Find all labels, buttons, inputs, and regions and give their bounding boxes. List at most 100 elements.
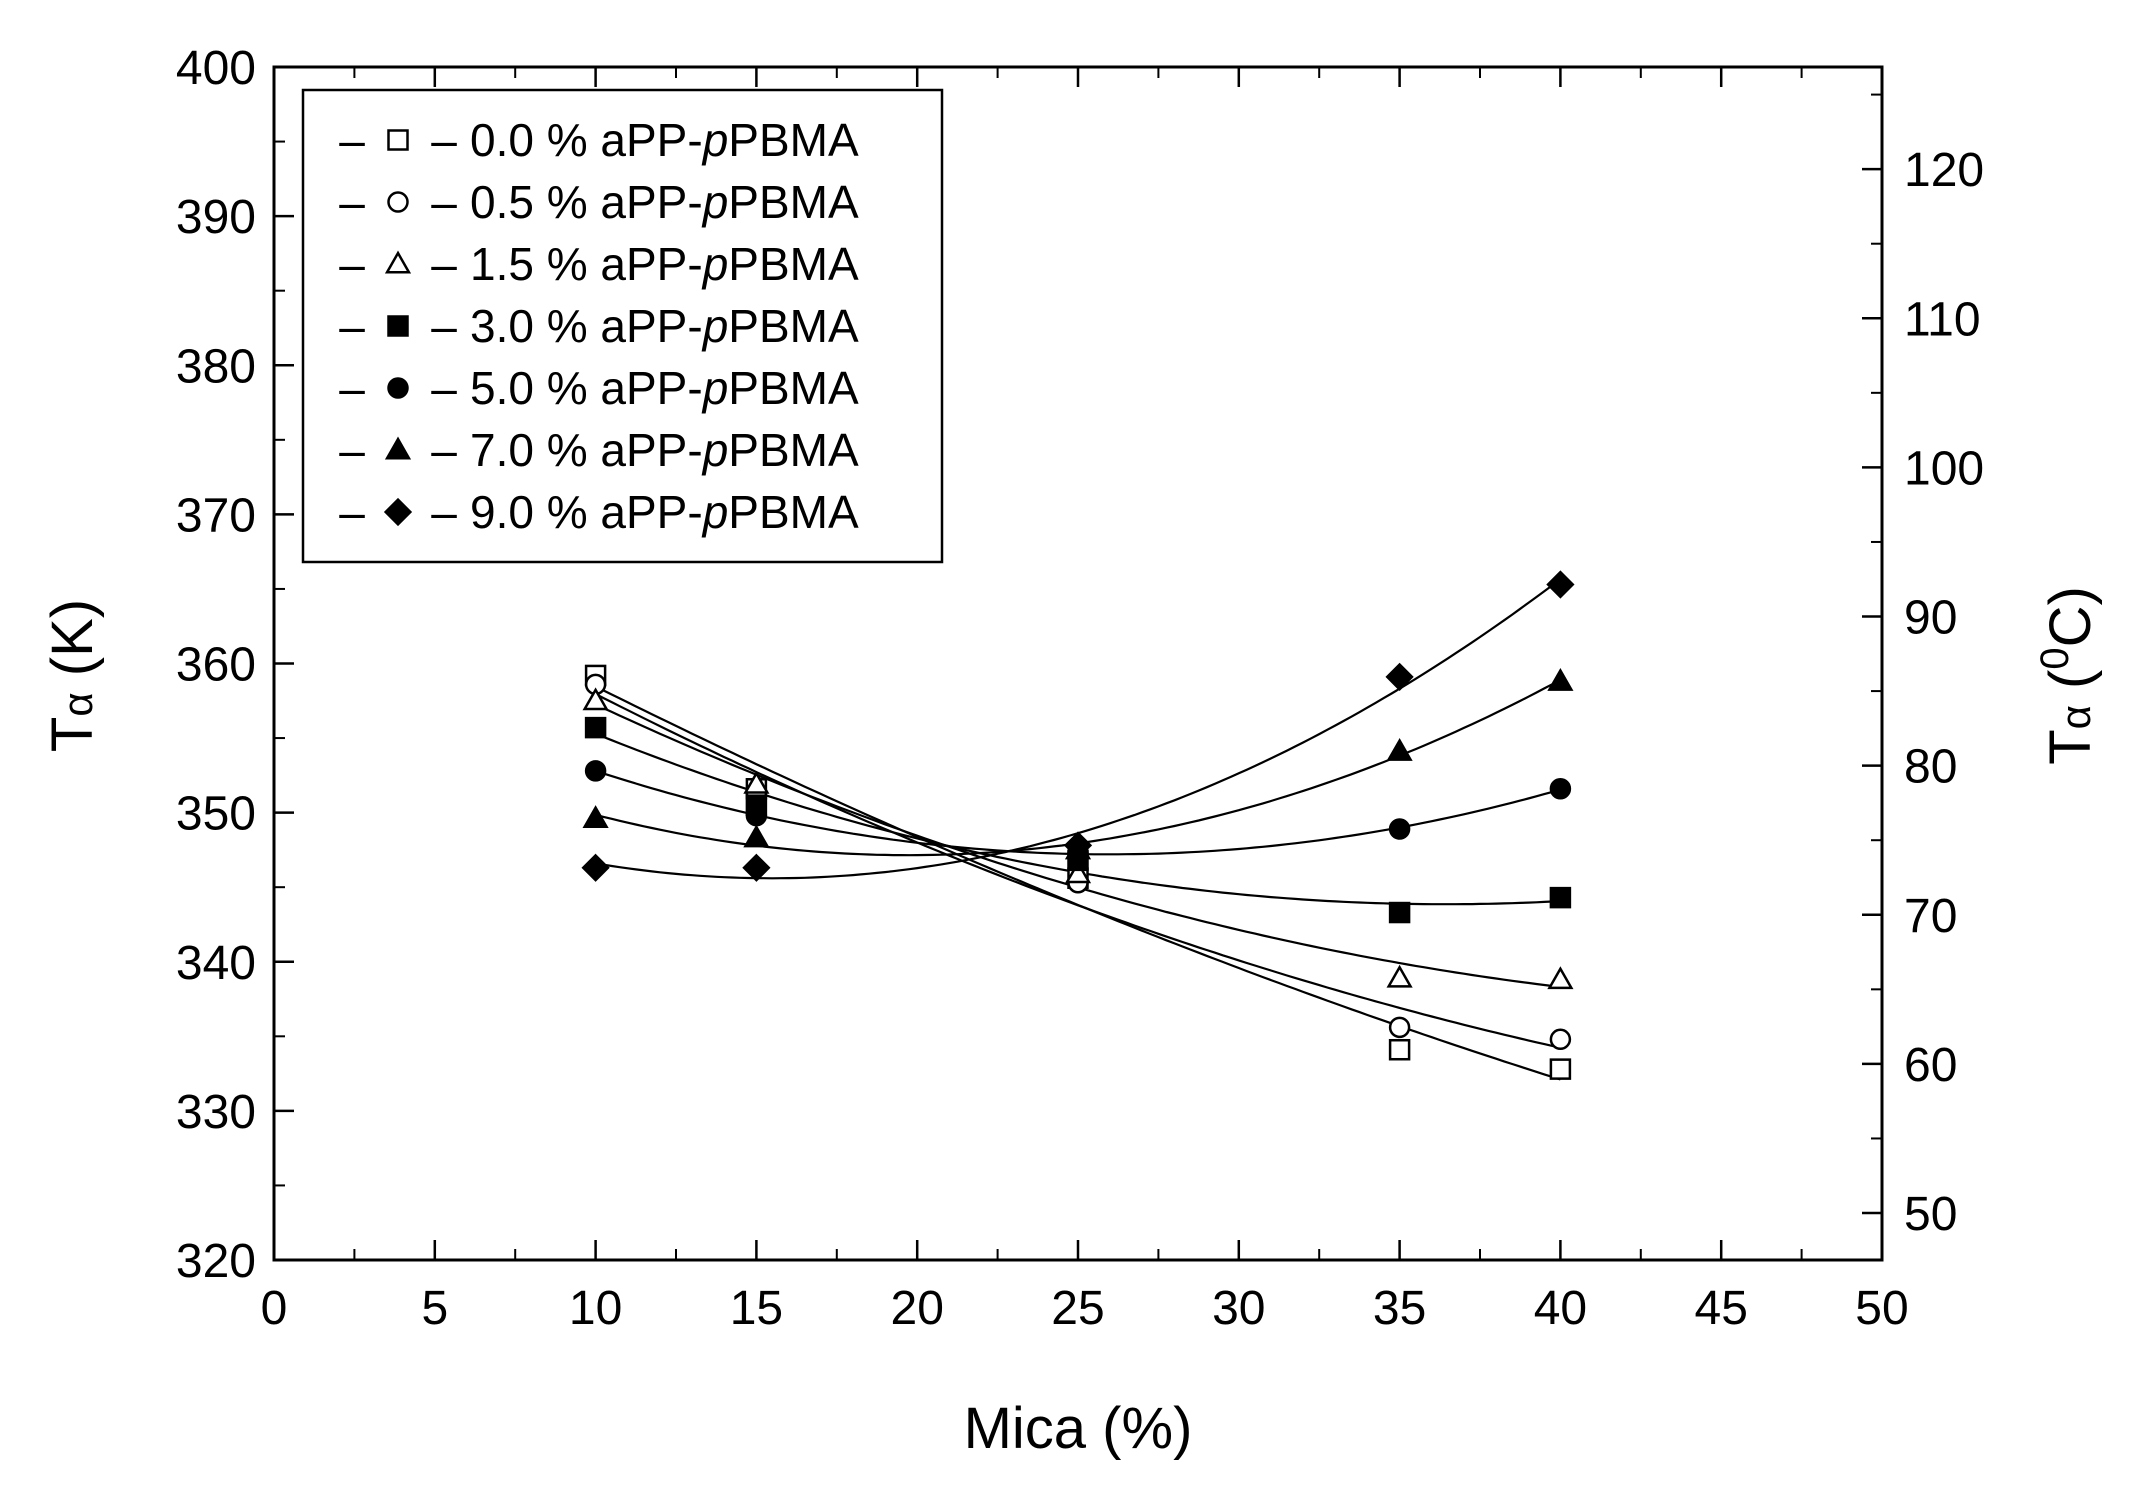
- legend-label-italic: p: [701, 114, 729, 166]
- x-tick-label: 30: [1212, 1282, 1265, 1335]
- y2-tick-label: 110: [1904, 293, 1981, 346]
- legend-label-suffix: PBMA: [728, 114, 859, 166]
- legend-entry: – –7.0 % aPP-pPBMA: [339, 424, 859, 476]
- legend-label-italic: p: [701, 362, 729, 414]
- x-tick-label: 45: [1695, 1282, 1748, 1335]
- legend-label-prefix: 1.5 % aPP-: [470, 238, 703, 290]
- legend-label-suffix: PBMA: [728, 300, 859, 352]
- data-point-series-0: [1388, 1038, 1411, 1061]
- legend-label-prefix: 0.0 % aPP-: [470, 114, 703, 166]
- legend-marker: [383, 497, 413, 527]
- legend-label: 0.5 % aPP-pPBMA: [470, 176, 859, 228]
- legend-dash-left: –: [339, 362, 365, 414]
- y2-tick-label: 60: [1904, 1039, 1957, 1092]
- legend-entry: – –0.0 % aPP-pPBMA: [339, 114, 859, 166]
- y-left-title-main: T: [40, 717, 105, 752]
- legend-label-prefix: 0.5 % aPP-: [470, 176, 703, 228]
- data-point-series-4: [584, 760, 607, 782]
- y-tick-label: 330: [176, 1086, 256, 1139]
- legend-label-prefix: 9.0 % aPP-: [470, 486, 703, 538]
- legend-dash-right: –: [431, 362, 457, 414]
- legend-label-prefix: 3.0 % aPP-: [470, 300, 703, 352]
- y-left-title-unit: (K): [40, 599, 105, 692]
- data-point-series-6: [1546, 570, 1575, 599]
- y-tick-label: 390: [176, 191, 256, 244]
- x-tick-label: 5: [421, 1282, 448, 1335]
- legend-dash-left: –: [339, 114, 365, 166]
- legend-dash-right: –: [431, 176, 457, 228]
- legend-dash-left: –: [339, 424, 365, 476]
- data-point-series-5: [1547, 667, 1574, 691]
- data-point-series-4: [745, 804, 768, 827]
- legend-label-suffix: PBMA: [728, 176, 859, 228]
- x-tick-label: 0: [261, 1282, 288, 1335]
- x-tick-label: 10: [569, 1282, 622, 1335]
- data-point-series-3: [1549, 886, 1572, 909]
- data-point-series-5: [1386, 738, 1413, 761]
- legend-marker: [384, 250, 412, 274]
- y-right-title-open: (: [2038, 670, 2103, 705]
- legend-label-italic: p: [701, 486, 729, 538]
- data-point-series-4: [1549, 778, 1572, 800]
- data-markers: [581, 570, 1575, 1080]
- legend-dash-right: –: [431, 424, 457, 476]
- legend-entry: – –5.0 % aPP-pPBMA: [339, 362, 859, 414]
- legend-label-suffix: PBMA: [728, 424, 859, 476]
- legend-dash-left: –: [339, 486, 365, 538]
- data-point-series-2: [1064, 860, 1092, 884]
- legend-dash-left: –: [339, 176, 365, 228]
- legend-label: 3.0 % aPP-pPBMA: [470, 300, 859, 352]
- legend-label-prefix: 7.0 % aPP-: [470, 424, 703, 476]
- data-point-series-6: [1385, 662, 1414, 692]
- plot-frame: [272, 65, 1884, 1262]
- y-right-title-unit: C): [2038, 586, 2103, 647]
- x-tick-label: 50: [1855, 1282, 1908, 1335]
- legend-marker: [387, 377, 409, 399]
- legend-entry: – –1.5 % aPP-pPBMA: [339, 238, 859, 290]
- data-point-series-5: [743, 824, 770, 848]
- legend-dash-right: –: [431, 238, 457, 290]
- x-axis-title: Mica (%): [964, 1396, 1193, 1461]
- legend-entry: – –9.0 % aPP-pPBMA: [339, 486, 859, 538]
- y-left-title-sub: α: [54, 692, 101, 716]
- legend: – –0.0 % aPP-pPBMA– –0.5 % aPP-pPBMA– –1.5 …: [301, 88, 944, 564]
- y2-tick-label: 70: [1904, 890, 1957, 943]
- y-tick-label: 380: [176, 340, 256, 393]
- data-point-series-1: [1388, 1016, 1411, 1039]
- y2-tick-label: 80: [1904, 741, 1957, 794]
- legend-entries: – –0.0 % aPP-pPBMA– –0.5 % aPP-pPBMA– –1.5 …: [339, 114, 859, 538]
- y-right-title-main: T: [2038, 729, 2103, 764]
- x-tick-labels: 0 5 10 15 20 25 30 35 40 45 50: [261, 1282, 1909, 1335]
- y2-tick-label: 50: [1904, 1188, 1957, 1241]
- legend-label: 9.0 % aPP-pPBMA: [470, 486, 859, 538]
- x-tick-label: 25: [1051, 1282, 1104, 1335]
- legend-label-prefix: 5.0 % aPP-: [470, 362, 703, 414]
- data-point-series-6: [581, 853, 610, 882]
- legend-dash-right: –: [431, 486, 457, 538]
- data-point-series-5: [582, 805, 609, 829]
- legend-label: 7.0 % aPP-pPBMA: [470, 424, 859, 476]
- legend-entry: – –0.5 % aPP-pPBMA: [339, 176, 859, 228]
- legend-label-italic: p: [701, 424, 729, 476]
- legend-dash-left: –: [339, 300, 365, 352]
- legend-label-italic: p: [701, 176, 729, 228]
- legend-dash-right: –: [431, 114, 457, 166]
- y-tick-label: 400: [176, 42, 256, 95]
- y-left-axis-title: Tα (K): [40, 599, 105, 752]
- legend-entry: – –3.0 % aPP-pPBMA: [339, 300, 859, 352]
- y-right-title-sup: 0: [2033, 647, 2077, 669]
- legend-label-italic: p: [701, 238, 729, 290]
- x-tick-label: 40: [1534, 1282, 1587, 1335]
- data-point-series-3: [1388, 901, 1411, 924]
- data-point-series-2: [582, 687, 609, 711]
- y-right-title-sub: α: [2052, 705, 2099, 729]
- y-tick-label: 350: [176, 788, 256, 841]
- data-point-series-0: [1549, 1058, 1572, 1080]
- y-tick-label: 320: [176, 1235, 256, 1288]
- legend-marker: [387, 191, 409, 213]
- y-tick-label: 370: [176, 489, 256, 542]
- axis-ticks: [272, 65, 1884, 1262]
- y2-tick-label: 90: [1904, 592, 1957, 645]
- legend-dash-left: –: [339, 238, 365, 290]
